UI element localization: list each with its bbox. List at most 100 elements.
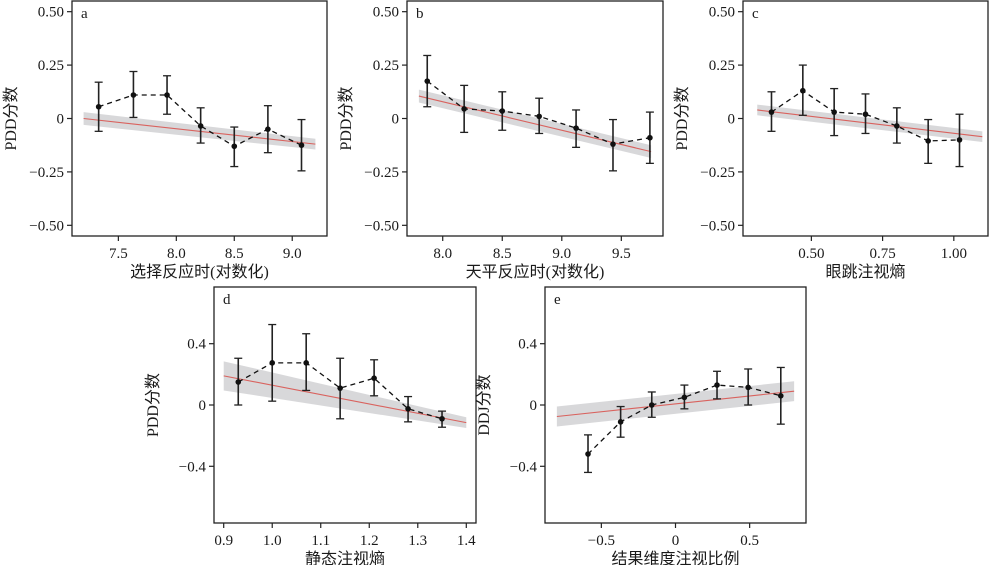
panel-a: 0.50 0.25 0 −0.25 −0.50 7.5 8.0 8.5 9.0 选择反应时(对数化… (2, 0, 328, 281)
fit-line (418, 95, 652, 153)
data-point (499, 108, 506, 114)
data-point (714, 382, 720, 388)
y-tick-label: −0.25 (29, 165, 64, 181)
y-axis-title: PDD分数 (144, 373, 162, 437)
panel-c: 0.50 0.25 0 −0.25 −0.50 0.50 0.75 1.00 眼跳注视熵 PDD分… (673, 0, 989, 281)
panel-letter: e (554, 292, 561, 308)
y-axis-title: PDD分数 (2, 86, 20, 150)
confidence-band (223, 361, 467, 428)
y-tick-label: 0.50 (38, 5, 64, 21)
x-tick-label: 1.3 (408, 533, 427, 549)
x-tick-label: 0 (672, 533, 680, 549)
y-tick-label: 0 (530, 398, 538, 414)
data-point (235, 379, 242, 385)
x-tick-label: 9.5 (612, 246, 631, 262)
fit-line (757, 109, 983, 138)
x-tick-label: 1.00 (941, 246, 967, 262)
data-point (337, 385, 343, 391)
panel-letter: d (223, 292, 231, 308)
data-point (617, 419, 624, 425)
data-point (303, 360, 309, 366)
data-point (371, 375, 377, 381)
y-tick-label: 0.25 (373, 58, 399, 74)
x-tick-label: 0.5 (740, 533, 759, 549)
x-tick-label: −0.5 (588, 533, 615, 549)
y-axis-title: PDD分数 (673, 86, 691, 150)
panel-letter: a (81, 6, 88, 22)
x-axis-title: 眼跳注视熵 (825, 263, 905, 281)
x-tick-label: 8.0 (167, 246, 186, 262)
x-axis-title: 静态注视熵 (305, 550, 385, 565)
data-point (95, 103, 102, 110)
data-point (573, 125, 579, 131)
panel-d: 0.4 0 −0.4 0.9 1.0 1.1 1.2 1.3 1.4 静态注视熵 PDD分数 d (144, 286, 477, 565)
y-tick-label: 0.4 (187, 337, 206, 353)
x-axis-title: 选择反应时(对数化) (130, 262, 269, 281)
data-point (681, 394, 688, 401)
data-point (269, 360, 276, 366)
x-tick-label: 1.0 (263, 533, 282, 549)
x-tick-label: 0.9 (214, 533, 233, 549)
data-point (461, 106, 467, 112)
y-tick-label: 0.25 (38, 58, 64, 74)
x-tick-label: 9.0 (283, 246, 302, 262)
y-tick-label: −0.4 (510, 459, 538, 475)
data-point (405, 406, 411, 412)
data-point (800, 87, 806, 94)
y-tick-label: −0.50 (29, 218, 64, 234)
fit-line (223, 375, 467, 424)
data-point (768, 109, 775, 115)
data-point (536, 113, 542, 120)
y-tick-label: −0.4 (179, 459, 207, 475)
data-point (298, 142, 305, 149)
x-tick-label: 9.0 (552, 246, 571, 262)
x-tick-label: 7.5 (109, 246, 128, 262)
panel-letter: c (752, 6, 759, 22)
y-axis-title: DDJ分数 (475, 374, 493, 435)
y-tick-label: −0.25 (700, 165, 735, 181)
y-tick-label: 0.25 (709, 58, 735, 74)
panel-b: 0.50 0.25 0 −0.25 −0.50 8.0 8.5 9.0 9.5 天平反应时(对数化… (337, 0, 664, 281)
panel-letter: b (416, 6, 424, 22)
y-tick-label: 0 (728, 112, 736, 128)
x-tick-label: 1.2 (360, 533, 379, 549)
data-point (610, 141, 616, 147)
data-point (862, 111, 869, 118)
x-tick-label: 0.50 (798, 246, 824, 262)
x-tick-label: 8.5 (225, 246, 244, 262)
y-tick-label: 0 (199, 398, 207, 414)
y-tick-label: −0.25 (364, 165, 399, 181)
data-point (894, 123, 900, 129)
x-tick-label: 1.1 (311, 533, 330, 549)
data-point (231, 143, 238, 150)
data-point (439, 415, 445, 422)
y-tick-label: −0.50 (364, 218, 399, 234)
data-point (130, 92, 137, 98)
data-point (777, 393, 784, 399)
y-tick-label: 0 (392, 112, 400, 128)
y-tick-label: 0.50 (373, 5, 399, 21)
data-point (647, 134, 653, 141)
data-point (164, 92, 170, 98)
x-tick-label: 8.5 (493, 246, 512, 262)
data-point (197, 123, 204, 129)
data-point (648, 402, 655, 408)
y-axis-title: PDD分数 (337, 86, 355, 150)
y-tick-label: 0.50 (709, 5, 735, 21)
data-point (424, 78, 431, 84)
y-tick-label: 0 (57, 112, 65, 128)
data-point (925, 138, 931, 144)
fit-line (83, 117, 316, 145)
data-point (265, 126, 271, 132)
data-point (956, 137, 963, 143)
y-tick-label: −0.50 (700, 218, 735, 234)
fit-line (556, 390, 795, 418)
data-point (831, 109, 837, 115)
data-point (585, 451, 591, 457)
x-tick-label: 1.4 (457, 533, 476, 549)
x-tick-label: 8.0 (433, 246, 452, 262)
x-axis-title: 天平反应时(对数化) (466, 262, 605, 281)
x-axis-title: 结果维度注视比例 (611, 550, 739, 565)
x-tick-label: 0.75 (869, 246, 895, 262)
